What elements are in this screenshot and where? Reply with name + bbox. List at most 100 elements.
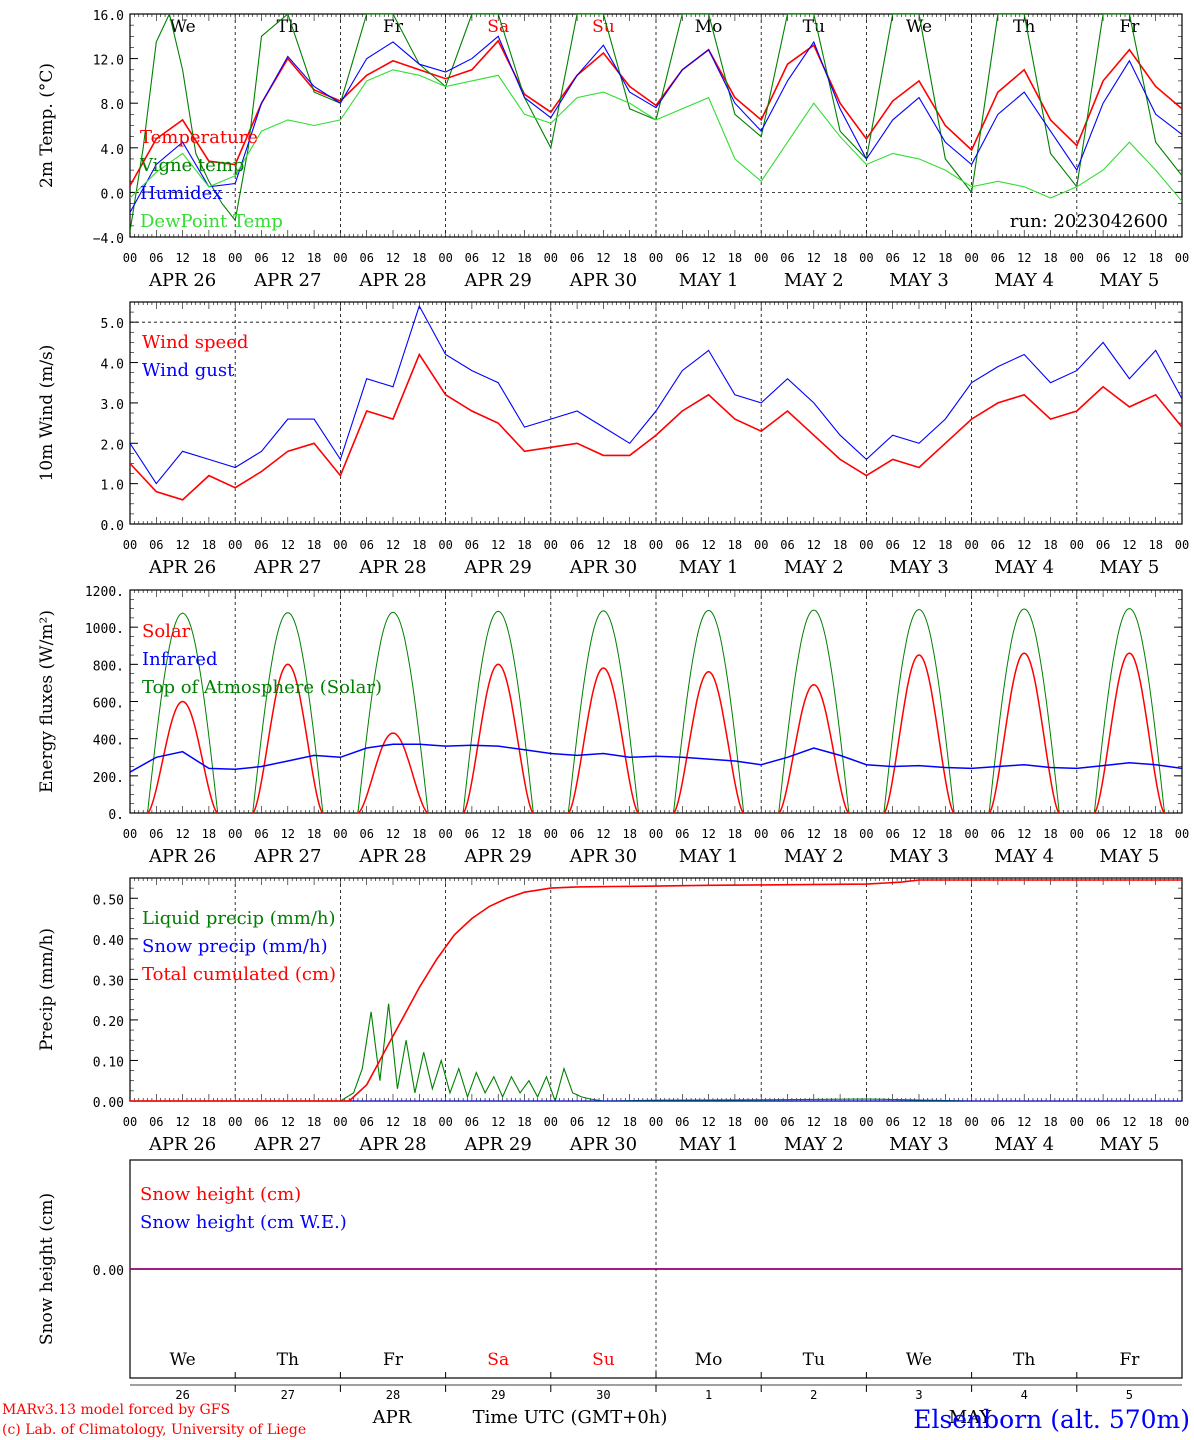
hour-label: 00 — [1070, 538, 1084, 552]
day-name-label: Mo — [695, 1350, 723, 1370]
hour-label: 06 — [149, 538, 163, 552]
hour-label: 12 — [386, 827, 400, 841]
hour-label: 18 — [307, 538, 321, 552]
series-total-cumulated-cm- — [130, 879, 1182, 1101]
hour-label: 00 — [1070, 1115, 1084, 1129]
date-label: MAY 1 — [679, 846, 739, 867]
series-toa-day-2 — [252, 612, 324, 813]
hour-label: 00 — [964, 1115, 978, 1129]
series-solar-day-6 — [672, 671, 745, 813]
hour-label: 18 — [307, 1115, 321, 1129]
day-number-label: 3 — [915, 1388, 922, 1402]
date-label: APR 29 — [464, 557, 532, 578]
y-tick-label: 0.10 — [93, 1055, 124, 1070]
series-toa-day-1 — [147, 612, 219, 813]
y-tick-label: 8.0 — [101, 98, 124, 113]
day-name-label: Tu — [803, 17, 825, 37]
y-tick-label: 1000. — [85, 622, 124, 637]
credit-line-2: (c) Lab. of Climatology, University of L… — [2, 1422, 306, 1438]
hour-label: 12 — [912, 827, 926, 841]
run-label: run: 2023042600 — [1010, 211, 1168, 232]
date-label: MAY 5 — [1100, 557, 1160, 578]
hour-label: 00 — [333, 538, 347, 552]
hour-label: 00 — [1175, 827, 1189, 841]
legend-vigne-temp: Vigne temp — [139, 155, 244, 176]
hour-label: 00 — [333, 251, 347, 265]
hour-label: 00 — [649, 251, 663, 265]
day-number-label: 5 — [1126, 1388, 1133, 1402]
legend-humidex: Humidex — [140, 183, 222, 204]
station-title: Elsenborn (alt. 570m) — [913, 1405, 1190, 1434]
date-label: APR 29 — [464, 1134, 532, 1155]
hour-label: 12 — [491, 251, 505, 265]
series-toa-day-6 — [673, 609, 745, 813]
day-number-label: 26 — [175, 1388, 189, 1402]
day-name-label: We — [906, 1350, 932, 1370]
y-tick-label: 3.0 — [101, 398, 124, 413]
hour-label: 12 — [807, 1115, 821, 1129]
hour-label: 18 — [938, 827, 952, 841]
month-may-label: MAY — [949, 1407, 993, 1428]
day-name-label: We — [170, 17, 196, 37]
y-tick-label: 1.0 — [101, 479, 124, 494]
series-solar-day-3 — [357, 732, 429, 813]
day-name-label: We — [906, 17, 932, 37]
hour-label: 18 — [412, 251, 426, 265]
hour-label: 00 — [754, 1115, 768, 1129]
hour-label: 18 — [517, 1115, 531, 1129]
hour-label: 18 — [1148, 827, 1162, 841]
panel-1: −4.0 0.0 4.0 8.0 12.0 16.0 2m Temp. (°C) 00 06 12… — [37, 9, 1189, 291]
hour-label: 00 — [123, 538, 137, 552]
hour-label: 00 — [544, 1115, 558, 1129]
hour-label: 18 — [938, 1115, 952, 1129]
hour-label: 12 — [596, 251, 610, 265]
date-label: APR 27 — [253, 1134, 321, 1155]
date-label: APR 26 — [148, 1134, 216, 1155]
hour-label: 18 — [1043, 251, 1057, 265]
hour-label: 12 — [596, 1115, 610, 1129]
hour-label: 06 — [149, 827, 163, 841]
day-number-label: 29 — [491, 1388, 505, 1402]
date-label: APR 27 — [253, 270, 321, 291]
panel-4: 0.00 0.10 0.20 0.30 0.40 0.50 Precip (mm/h) 00 0… — [37, 877, 1189, 1155]
hour-label: 18 — [833, 1115, 847, 1129]
hour-label: 00 — [859, 1115, 873, 1129]
hour-label: 00 — [754, 538, 768, 552]
hour-label: 12 — [1122, 538, 1136, 552]
hour-label: 12 — [281, 1115, 295, 1129]
legend-toa: Top of Atmosphere (Solar) — [142, 677, 382, 698]
hour-label: 18 — [307, 251, 321, 265]
date-label: APR 27 — [253, 557, 321, 578]
hour-label: 12 — [1122, 827, 1136, 841]
hour-label: 00 — [333, 1115, 347, 1129]
hour-label: 06 — [1096, 827, 1110, 841]
day-number-label: 4 — [1021, 1388, 1028, 1402]
hour-label: 18 — [517, 827, 531, 841]
hour-label: 18 — [1148, 538, 1162, 552]
hour-label: 06 — [675, 538, 689, 552]
y-tick-label: 4.0 — [101, 143, 124, 158]
hour-label: 12 — [175, 1115, 189, 1129]
hour-label: 06 — [991, 827, 1005, 841]
series-wind-gust — [130, 304, 1182, 485]
hour-label: 18 — [622, 1115, 636, 1129]
hour-label: 06 — [675, 1115, 689, 1129]
hour-label: 18 — [833, 538, 847, 552]
date-label: APR 28 — [358, 846, 426, 867]
hour-label: 06 — [885, 251, 899, 265]
date-label: MAY 5 — [1100, 270, 1160, 291]
hour-label: 12 — [281, 538, 295, 552]
series-toa-day-3 — [357, 611, 429, 813]
hour-label: 06 — [780, 538, 794, 552]
y-axis-label: Snow height (cm) — [37, 1193, 57, 1345]
day-name-label: Fr — [1119, 1350, 1140, 1370]
hour-label: 06 — [1096, 251, 1110, 265]
hour-label: 00 — [1070, 827, 1084, 841]
day-name-label: Fr — [383, 1350, 404, 1370]
hour-label: 18 — [1043, 1115, 1057, 1129]
hour-label: 18 — [202, 251, 216, 265]
hour-label: 12 — [701, 1115, 715, 1129]
legend-dewpoint: DewPoint Temp — [140, 211, 283, 232]
hour-label: 18 — [833, 251, 847, 265]
hour-label: 12 — [912, 538, 926, 552]
